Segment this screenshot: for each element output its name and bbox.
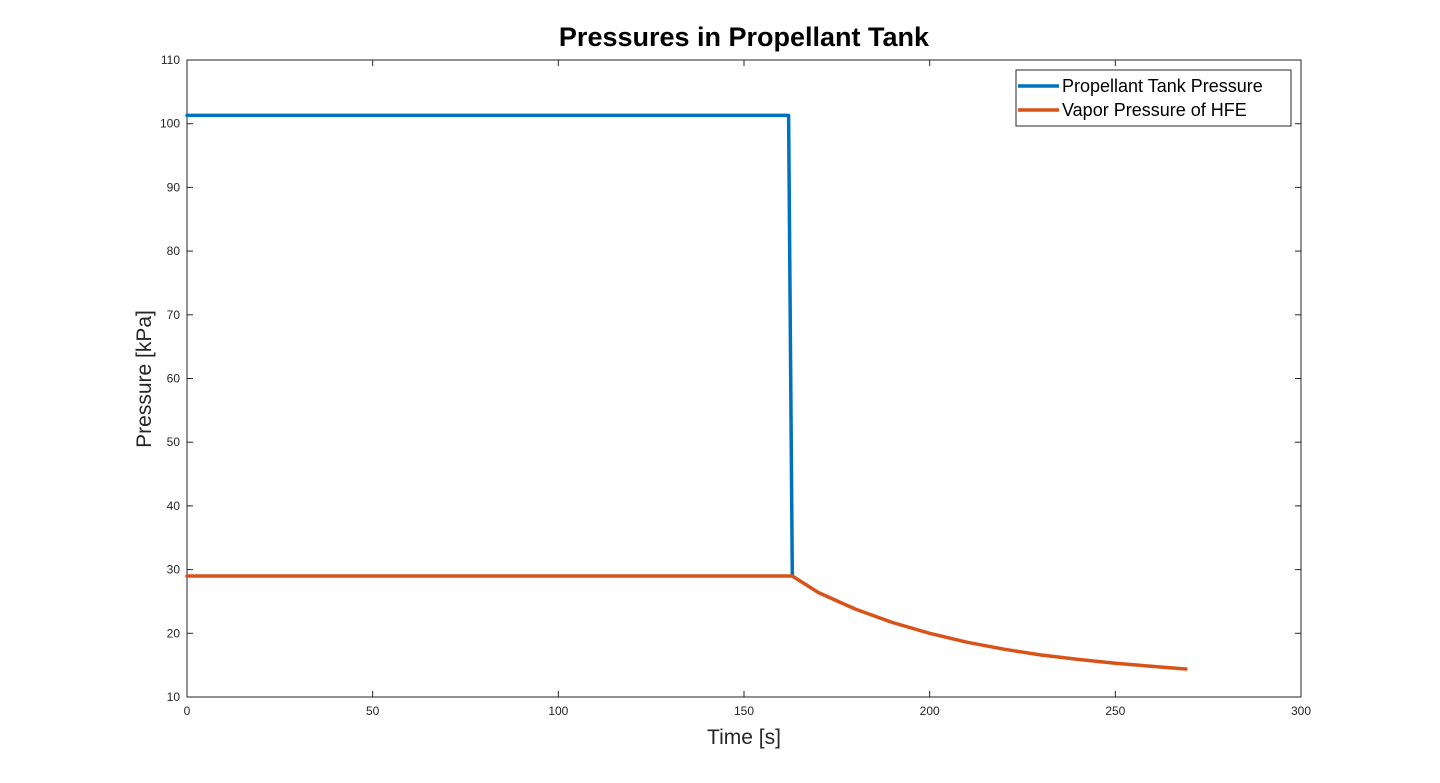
y-tick-label: 70 [167,308,181,322]
x-tick-label: 150 [734,704,754,718]
x-tick-label: 0 [184,704,191,718]
plot-area: 0 50 100 150 200 250 300 10 20 30 40 50 60 70 80 90 100 1… [160,53,1311,718]
y-tick-label: 110 [161,53,180,67]
legend-label-1: Propellant Tank Pressure [1062,76,1263,96]
legend: Propellant Tank Pressure Vapor Pressure o… [1015,69,1292,127]
axes-box [186,59,1302,698]
y-tick-label: 10 [167,690,181,704]
y-tick-label: 30 [167,563,181,577]
y-tick-label: 40 [167,499,181,513]
x-tick-label: 50 [366,704,380,718]
x-axis-label: Time [s] [707,726,781,749]
y-tick-label: 60 [167,372,181,386]
x-tick-label: 300 [1291,704,1311,718]
legend-label-2: Vapor Pressure of HFE [1062,100,1247,120]
x-tick-label: 250 [1105,704,1125,718]
y-tick-label: 90 [167,180,181,194]
legend-box [1015,69,1292,127]
y-axis-label: Pressure [kPa] [133,310,156,448]
series-line-1 [185,113,795,578]
x-tick-label: 200 [920,704,940,718]
chart-title: Pressures in Propellant Tank [559,22,930,52]
y-tick-label: 50 [167,435,181,449]
x-tick-label: 100 [548,704,568,718]
y-tick-label: 20 [167,626,181,640]
series-line-2 [185,574,1188,671]
y-tick-label: 80 [167,244,181,258]
y-tick-label: 100 [160,117,180,131]
